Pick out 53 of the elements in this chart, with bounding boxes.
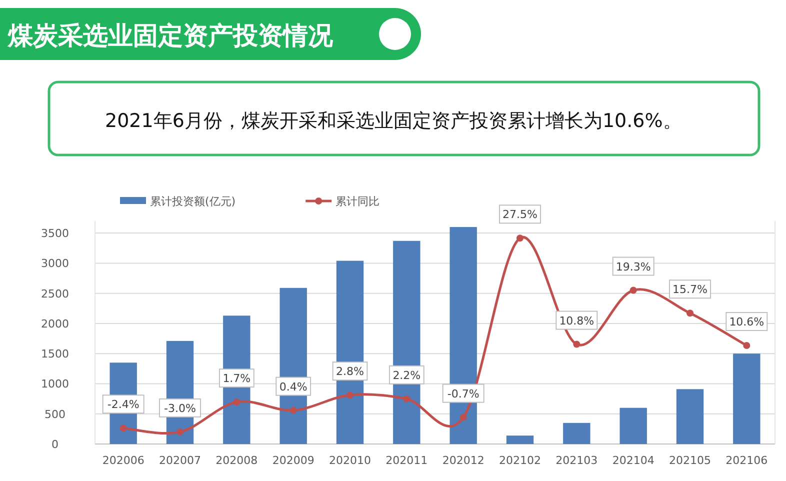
data-label: 2.2% [392, 368, 421, 382]
point [573, 340, 580, 348]
data-label: -2.4% [107, 398, 140, 412]
bar [563, 422, 590, 444]
point [346, 392, 354, 399]
bar [676, 389, 704, 444]
point [460, 414, 467, 421]
y-tick-label: 3500 [41, 227, 69, 240]
x-tick-label: 202105 [669, 454, 711, 467]
x-tick-label: 202012 [442, 454, 484, 467]
point [290, 406, 297, 414]
y-tick-label: 0 [52, 438, 58, 451]
data-label: 19.3% [616, 260, 651, 274]
point [176, 428, 184, 436]
data-label: 15.7% [672, 283, 708, 296]
y-tick-label: 1500 [41, 348, 69, 361]
point [630, 286, 637, 294]
data-label: 0.4% [279, 380, 308, 394]
y-tick-label: 2000 [41, 317, 69, 330]
legend-label: 累计同比 [336, 195, 380, 208]
x-tick-label: 202103 [556, 454, 598, 467]
data-label: 27.5% [502, 208, 538, 222]
x-tick-label: 202010 [329, 454, 371, 467]
y-tick-label: 2500 [41, 287, 69, 300]
x-tick-label: 202104 [612, 454, 654, 467]
x-tick-label: 202011 [386, 454, 428, 467]
data-label: 1.7% [222, 372, 251, 386]
x-tick-label: 202006 [102, 454, 144, 467]
point [743, 342, 750, 350]
data-label: 10.6% [729, 316, 764, 329]
x-tick-label: 202106 [726, 454, 768, 467]
x-tick-label: 202009 [272, 454, 314, 467]
y-tick-label: 500 [44, 408, 66, 421]
point [686, 310, 694, 317]
chart-title: 煤炭采选业固定资产投资情况 [7, 21, 334, 50]
data-label: -0.7% [447, 387, 480, 400]
y-tick-label: 1000 [41, 378, 69, 391]
point [516, 234, 524, 242]
x-tick-label: 202007 [159, 454, 201, 467]
data-label: 10.8% [559, 314, 594, 328]
x-tick-label: 202008 [216, 454, 258, 467]
point [233, 398, 240, 406]
y-tick-label: 3000 [41, 257, 69, 270]
data-label: 2.8% [336, 365, 364, 378]
data-label: -3.0% [164, 402, 196, 415]
x-tick-label: 202102 [499, 454, 541, 467]
point [403, 395, 410, 402]
bar [506, 436, 534, 444]
bar [620, 408, 647, 444]
chart-subtitle: 2021年6月份，煤炭开采和采选业固定资产投资累计增长为10.6%。 [105, 110, 682, 132]
point [120, 424, 127, 432]
bar [733, 354, 760, 444]
legend-label: 累计投资额(亿元) [150, 195, 236, 208]
